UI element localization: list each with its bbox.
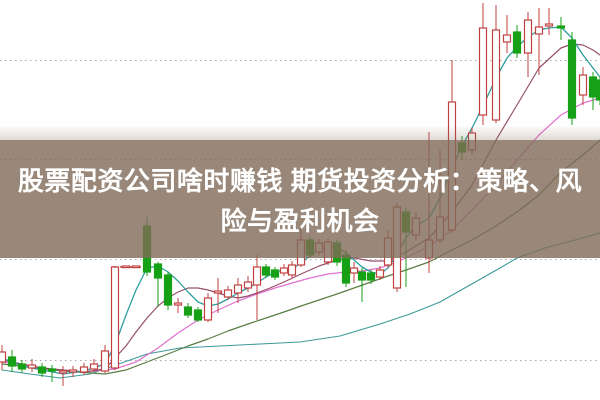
title-overlay-band: 股票配资公司啥时赚钱 期货投资分析：策略、风 险与盈利机会 xyxy=(0,126,600,258)
article-title-line2: 险与盈利机会 xyxy=(220,206,380,236)
article-title-line1: 股票配资公司啥时赚钱 期货投资分析：策略、风 xyxy=(17,166,583,196)
